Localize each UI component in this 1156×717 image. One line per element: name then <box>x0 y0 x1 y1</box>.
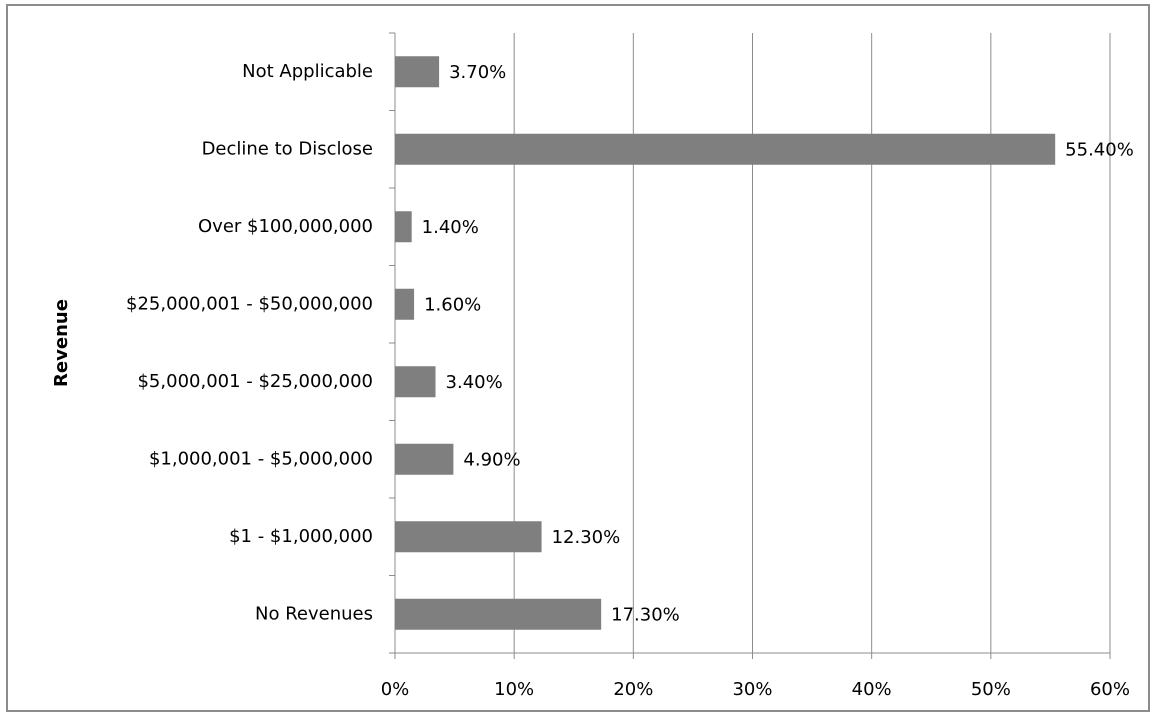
chart-frame <box>6 4 1150 712</box>
data-label: 12.30% <box>552 527 621 548</box>
data-label: 4.90% <box>463 449 520 470</box>
bar <box>395 521 542 553</box>
y-axis-title: Revenue <box>51 299 72 387</box>
data-label: 1.60% <box>424 294 481 315</box>
data-label: 3.40% <box>446 372 503 393</box>
y-tick-label: Not Applicable <box>242 61 373 82</box>
y-tick-label: $1 - $1,000,000 <box>229 526 373 547</box>
y-tick-label: Decline to Disclose <box>202 138 373 159</box>
bar <box>395 288 415 320</box>
bar <box>395 443 454 475</box>
x-tick-label: 40% <box>852 679 892 700</box>
x-tick-label: 50% <box>971 679 1011 700</box>
bar <box>395 56 440 88</box>
data-label: 17.30% <box>611 604 680 625</box>
bar <box>395 133 1056 165</box>
y-tick-label: $25,000,001 - $50,000,000 <box>126 293 373 314</box>
x-tick-label: 10% <box>494 679 534 700</box>
bar <box>395 211 412 243</box>
data-label: 55.40% <box>1065 139 1134 160</box>
data-label: 3.70% <box>449 62 506 83</box>
data-label: 1.40% <box>422 217 479 238</box>
y-tick-label: $1,000,001 - $5,000,000 <box>149 448 373 469</box>
bar <box>395 598 602 630</box>
x-tick-label: 30% <box>732 679 772 700</box>
y-tick-label: $5,000,001 - $25,000,000 <box>137 371 373 392</box>
y-tick-label: No Revenues <box>255 603 373 624</box>
x-tick-label: 20% <box>613 679 653 700</box>
x-tick-label: 0% <box>381 679 410 700</box>
x-tick-label: 60% <box>1090 679 1130 700</box>
y-tick-label: Over $100,000,000 <box>198 216 373 237</box>
bar <box>395 366 436 398</box>
